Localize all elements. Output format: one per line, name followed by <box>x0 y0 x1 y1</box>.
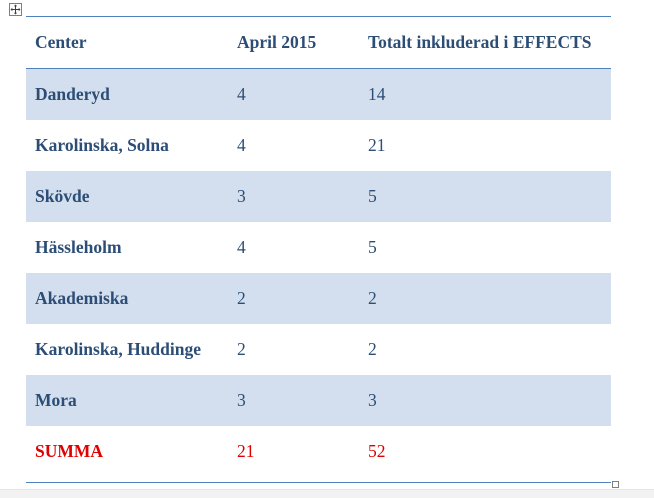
table-row: Akademiska 2 2 <box>26 273 611 324</box>
cell-total: 2 <box>368 288 377 308</box>
header-april-2015: April 2015 <box>237 32 317 52</box>
header-total-included: Totalt inkluderad i EFFECTS <box>368 32 592 52</box>
cell-total: 5 <box>368 186 377 206</box>
cell-center: Akademiska <box>35 288 129 308</box>
table-row: Karolinska, Huddinge 2 2 <box>26 324 611 375</box>
cell-april: 3 <box>237 186 246 206</box>
summary-april: 21 <box>237 441 255 461</box>
cell-center: Skövde <box>35 186 90 206</box>
cell-april: 4 <box>237 84 246 104</box>
cell-center: Danderyd <box>35 84 110 104</box>
table-row: Karolinska, Solna 4 21 <box>26 120 611 171</box>
cell-center: Karolinska, Solna <box>35 135 169 155</box>
table-header-row: Center April 2015 Totalt inkluderad i EF… <box>26 17 611 69</box>
summary-label: SUMMA <box>35 441 104 461</box>
cell-total: 2 <box>368 339 377 359</box>
data-table: Center April 2015 Totalt inkluderad i EF… <box>26 16 611 477</box>
cell-center: Karolinska, Huddinge <box>35 339 201 359</box>
cell-april: 4 <box>237 135 246 155</box>
summary-total: 52 <box>368 441 386 461</box>
table-row: Danderyd 4 14 <box>26 69 611 120</box>
cell-total: 14 <box>368 84 386 104</box>
cell-total: 3 <box>368 390 377 410</box>
cell-center: Hässleholm <box>35 237 122 257</box>
table-row: Mora 3 3 <box>26 375 611 426</box>
table-row: Skövde 3 5 <box>26 171 611 222</box>
cell-center: Mora <box>35 390 77 410</box>
cell-april: 2 <box>237 288 246 308</box>
header-center: Center <box>35 32 87 52</box>
summary-row: SUMMA 21 52 <box>26 426 611 477</box>
cell-april: 4 <box>237 237 246 257</box>
cell-total: 5 <box>368 237 377 257</box>
cell-april: 2 <box>237 339 246 359</box>
table-resize-handle-icon[interactable] <box>612 481 619 488</box>
page-bottom-edge <box>0 489 654 498</box>
cell-april: 3 <box>237 390 246 410</box>
table-move-handle-icon[interactable] <box>9 3 22 16</box>
table-row: Hässleholm 4 5 <box>26 222 611 273</box>
table-bottom-border <box>26 482 611 483</box>
cell-total: 21 <box>368 135 386 155</box>
